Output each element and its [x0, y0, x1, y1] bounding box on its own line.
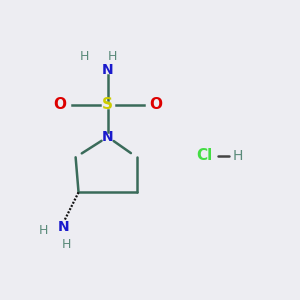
Text: O: O [54, 97, 67, 112]
Text: H: H [62, 238, 72, 251]
Text: H: H [232, 149, 243, 163]
Text: Cl: Cl [196, 148, 212, 163]
Text: S: S [102, 97, 113, 112]
Text: N: N [102, 63, 113, 77]
Text: H: H [39, 224, 48, 237]
Text: O: O [149, 97, 162, 112]
Text: H: H [107, 50, 117, 63]
Text: N: N [102, 130, 113, 144]
Text: N: N [58, 220, 70, 234]
Text: H: H [80, 50, 89, 63]
